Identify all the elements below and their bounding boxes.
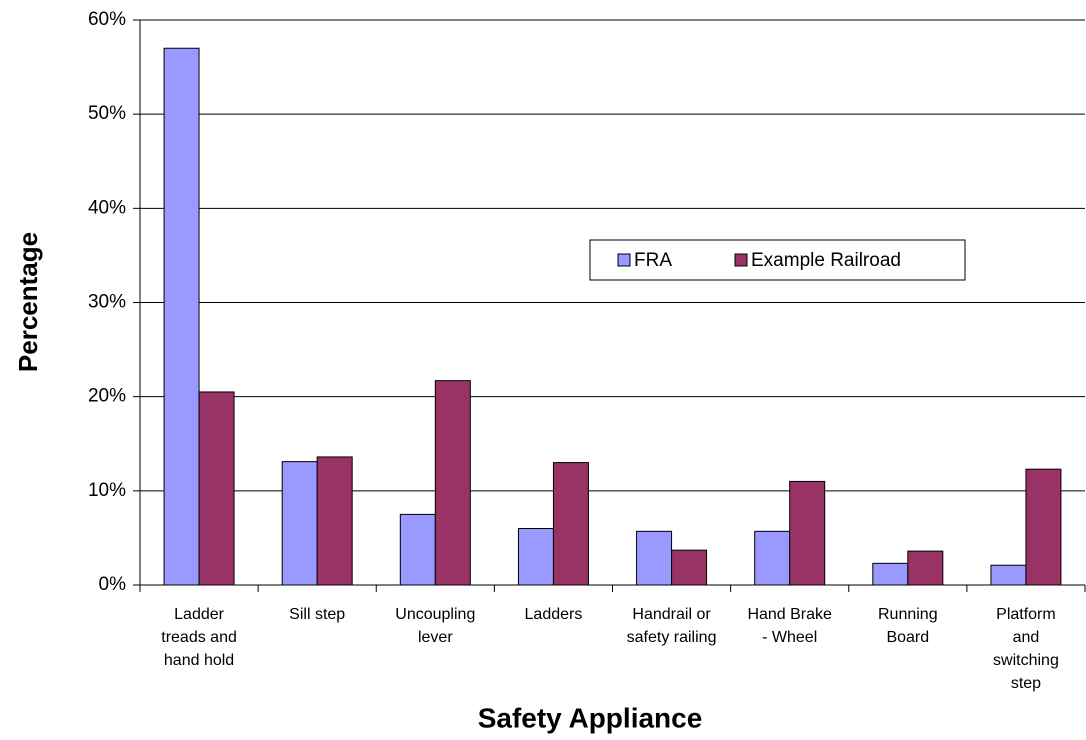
bar bbox=[789, 480, 826, 586]
x-tick-label: Platform and switching step bbox=[993, 606, 1059, 692]
x-tick-label: Running Board bbox=[878, 606, 938, 646]
y-tick-label: 10% bbox=[88, 480, 126, 501]
bar bbox=[517, 528, 554, 586]
bar bbox=[552, 462, 589, 586]
legend-label: FRA bbox=[634, 250, 672, 271]
bar bbox=[316, 456, 353, 586]
bar bbox=[198, 391, 235, 586]
bar bbox=[671, 549, 708, 586]
y-tick-label: 40% bbox=[88, 197, 126, 218]
y-tick-label: 30% bbox=[88, 292, 126, 313]
y-tick-label: 60% bbox=[88, 9, 126, 30]
bar bbox=[907, 550, 944, 586]
y-tick-label: 50% bbox=[88, 103, 126, 124]
legend-swatch bbox=[734, 253, 748, 267]
x-tick-label: Ladder treads and hand hold bbox=[161, 606, 237, 669]
bar bbox=[434, 380, 471, 586]
x-tick-label: Hand Brake - Wheel bbox=[747, 606, 832, 646]
x-axis-title: Safety Appliance bbox=[478, 702, 703, 733]
bar bbox=[399, 513, 436, 586]
y-tick-label: 20% bbox=[88, 386, 126, 407]
bar bbox=[1025, 468, 1062, 586]
legend-box bbox=[589, 239, 966, 281]
legend-label: Example Railroad bbox=[751, 250, 901, 271]
bar bbox=[163, 47, 200, 586]
x-tick-label: Handrail or safety railing bbox=[626, 606, 717, 646]
bar bbox=[636, 530, 673, 586]
bar bbox=[754, 530, 791, 586]
bar bbox=[990, 564, 1027, 586]
legend-swatch bbox=[617, 253, 631, 267]
x-tick-label: Uncoupling lever bbox=[395, 606, 476, 646]
y-tick-label: 0% bbox=[99, 574, 127, 595]
bar bbox=[281, 461, 318, 586]
x-tick-label: Ladders bbox=[524, 606, 583, 623]
bar bbox=[872, 562, 909, 586]
x-tick-label: Sill step bbox=[289, 606, 346, 623]
y-axis-title: Percentage bbox=[13, 232, 43, 372]
